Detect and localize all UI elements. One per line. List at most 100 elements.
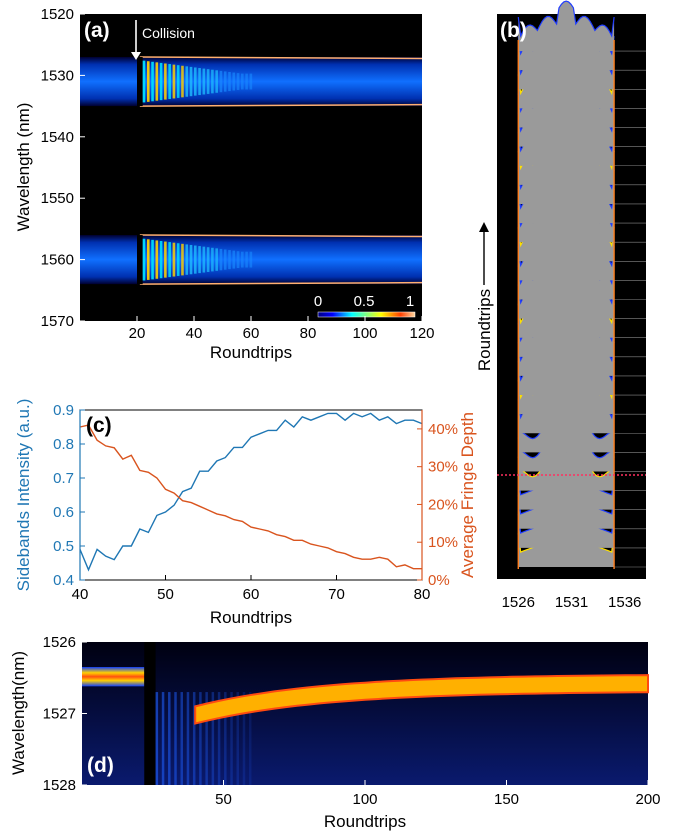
- y-tick-label: 1520: [41, 6, 74, 23]
- x-tick-label: 40: [72, 586, 89, 603]
- y-left-tick-label: 0.9: [53, 402, 74, 419]
- band-0-fringe: [159, 62, 163, 101]
- trace-fill: [518, 513, 615, 548]
- x-tick-label: 50: [157, 586, 174, 603]
- band-1-fringe: [155, 240, 159, 279]
- fringe: [205, 692, 208, 785]
- collision-arrow-head: [131, 52, 141, 60]
- panel-b-arrow-head: [479, 222, 489, 232]
- panel-c-ylabel-left: Sidebands Intensity (a.u.): [14, 399, 33, 592]
- band-0-fringe: [176, 65, 180, 98]
- y-tick-label: 1540: [41, 129, 74, 146]
- band-1-collision-gap: [137, 235, 143, 285]
- fringe: [161, 692, 165, 785]
- band-1-fringe: [245, 251, 248, 268]
- panel-d-plot-area: [82, 642, 648, 785]
- y-tick-label: 1570: [41, 313, 74, 330]
- band-1-fringe: [202, 246, 206, 273]
- band-1-fringe: [168, 242, 171, 278]
- band-1-fringe: [223, 249, 227, 270]
- band-1-fringe: [151, 239, 154, 280]
- band-0-fringe: [142, 60, 146, 103]
- band-1-fringe: [241, 251, 244, 268]
- band-0-fringe: [194, 67, 197, 96]
- trace-fill: [518, 418, 615, 453]
- band-0-fringe: [206, 69, 210, 94]
- colorbar-tick-2: 1: [406, 293, 414, 310]
- band-0-bottom-edge: [139, 103, 423, 107]
- band-0-fringe: [168, 64, 171, 100]
- panel-a-bands: [80, 56, 423, 285]
- panel-c-label: (c): [86, 414, 112, 437]
- panel-c-ylabel-right: Average Fringe Depth: [458, 412, 477, 578]
- band-1-fringe: [172, 242, 176, 277]
- band-0-fringe: [202, 68, 206, 95]
- band-0-fringe: [219, 70, 223, 93]
- band-1-fringe: [198, 246, 201, 274]
- band-0-fringe: [228, 71, 231, 92]
- trace-fill: [518, 1, 615, 52]
- band-1-fringe: [185, 244, 189, 275]
- trace-fill: [518, 533, 615, 567]
- panel-a-ticks: 20 40 60 80 100 120 1520 1530 1540 1550 1560 1570: [41, 6, 435, 342]
- fringe: [211, 692, 215, 785]
- band-1-fringe: [146, 239, 150, 280]
- band-1-fringe: [228, 250, 231, 270]
- band-1-fringe: [189, 244, 193, 275]
- panel-b-ylabel: Roundtrips: [475, 289, 494, 371]
- band-0-fringe: [211, 69, 214, 94]
- series-right-line: [79, 424, 422, 570]
- band-0-fringe: [232, 72, 236, 91]
- x-tick-label: 1531: [555, 594, 588, 611]
- band-0-fringe: [164, 63, 167, 100]
- band-0-collision-gap: [137, 56, 143, 107]
- panel-c-xlabel: Roundtrips: [210, 608, 292, 627]
- panel-b: (b) 1526 1531 1536 Roundtrips: [475, 0, 646, 611]
- fringe: [230, 692, 233, 785]
- fringe: [199, 692, 202, 785]
- x-tick-label: 120: [409, 325, 434, 342]
- band-0-fringe: [249, 73, 253, 90]
- y-right-tick-label: 10%: [428, 534, 458, 551]
- y-left-tick-label: 0.7: [53, 470, 74, 487]
- trace-fill: [518, 437, 615, 472]
- band-0-fringe: [146, 61, 150, 102]
- trace-fill: [518, 475, 615, 510]
- y-tick-label: 1550: [41, 190, 74, 207]
- y-left-tick-label: 0.8: [53, 436, 74, 453]
- panel-c-plot-area: [79, 409, 423, 581]
- fringe: [174, 692, 177, 785]
- y-tick-label: 1560: [41, 252, 74, 269]
- panel-d-ticks: 50 100 150 200 1526 1527 1528: [43, 634, 661, 808]
- band-1-fringe: [164, 241, 167, 278]
- band-1-top-edge: [139, 234, 423, 238]
- trace-fill: [518, 494, 615, 529]
- x-tick-label: 50: [215, 791, 232, 808]
- fringe: [186, 692, 190, 785]
- main-beam: [194, 674, 649, 725]
- fringe: [168, 692, 171, 785]
- fringe: [242, 692, 246, 785]
- series-left-line: [79, 412, 423, 572]
- fringe: [248, 692, 252, 785]
- panel-c: 40 50 60 70 80 0.4 0.5 0.6 0.7 0.8 0.9 0% 10% 20% 30% 4…: [14, 399, 477, 627]
- x-tick-label: 150: [494, 791, 519, 808]
- x-tick-label: 80: [300, 325, 317, 342]
- y-tick-label: 1526: [43, 634, 76, 651]
- band-1-fringe: [194, 245, 197, 274]
- panel-b-traces: [517, 0, 646, 569]
- band-0-fringe: [241, 73, 244, 90]
- x-tick-label: 60: [243, 325, 260, 342]
- band-1-fringe: [219, 248, 223, 271]
- x-tick-label: 80: [414, 586, 431, 603]
- collision-gap: [144, 642, 156, 785]
- y-right-tick-label: 40%: [428, 421, 458, 438]
- band-1-fringe: [142, 238, 146, 281]
- trace-line: [517, 0, 615, 38]
- panel-a-label: (a): [84, 19, 110, 42]
- panel-b-ticks: 1526 1531 1536: [502, 594, 642, 611]
- band-1-fringe: [181, 243, 184, 276]
- colorbar: [317, 311, 416, 318]
- panel-d-beam: [82, 642, 649, 785]
- panel-b-label: (b): [500, 19, 527, 42]
